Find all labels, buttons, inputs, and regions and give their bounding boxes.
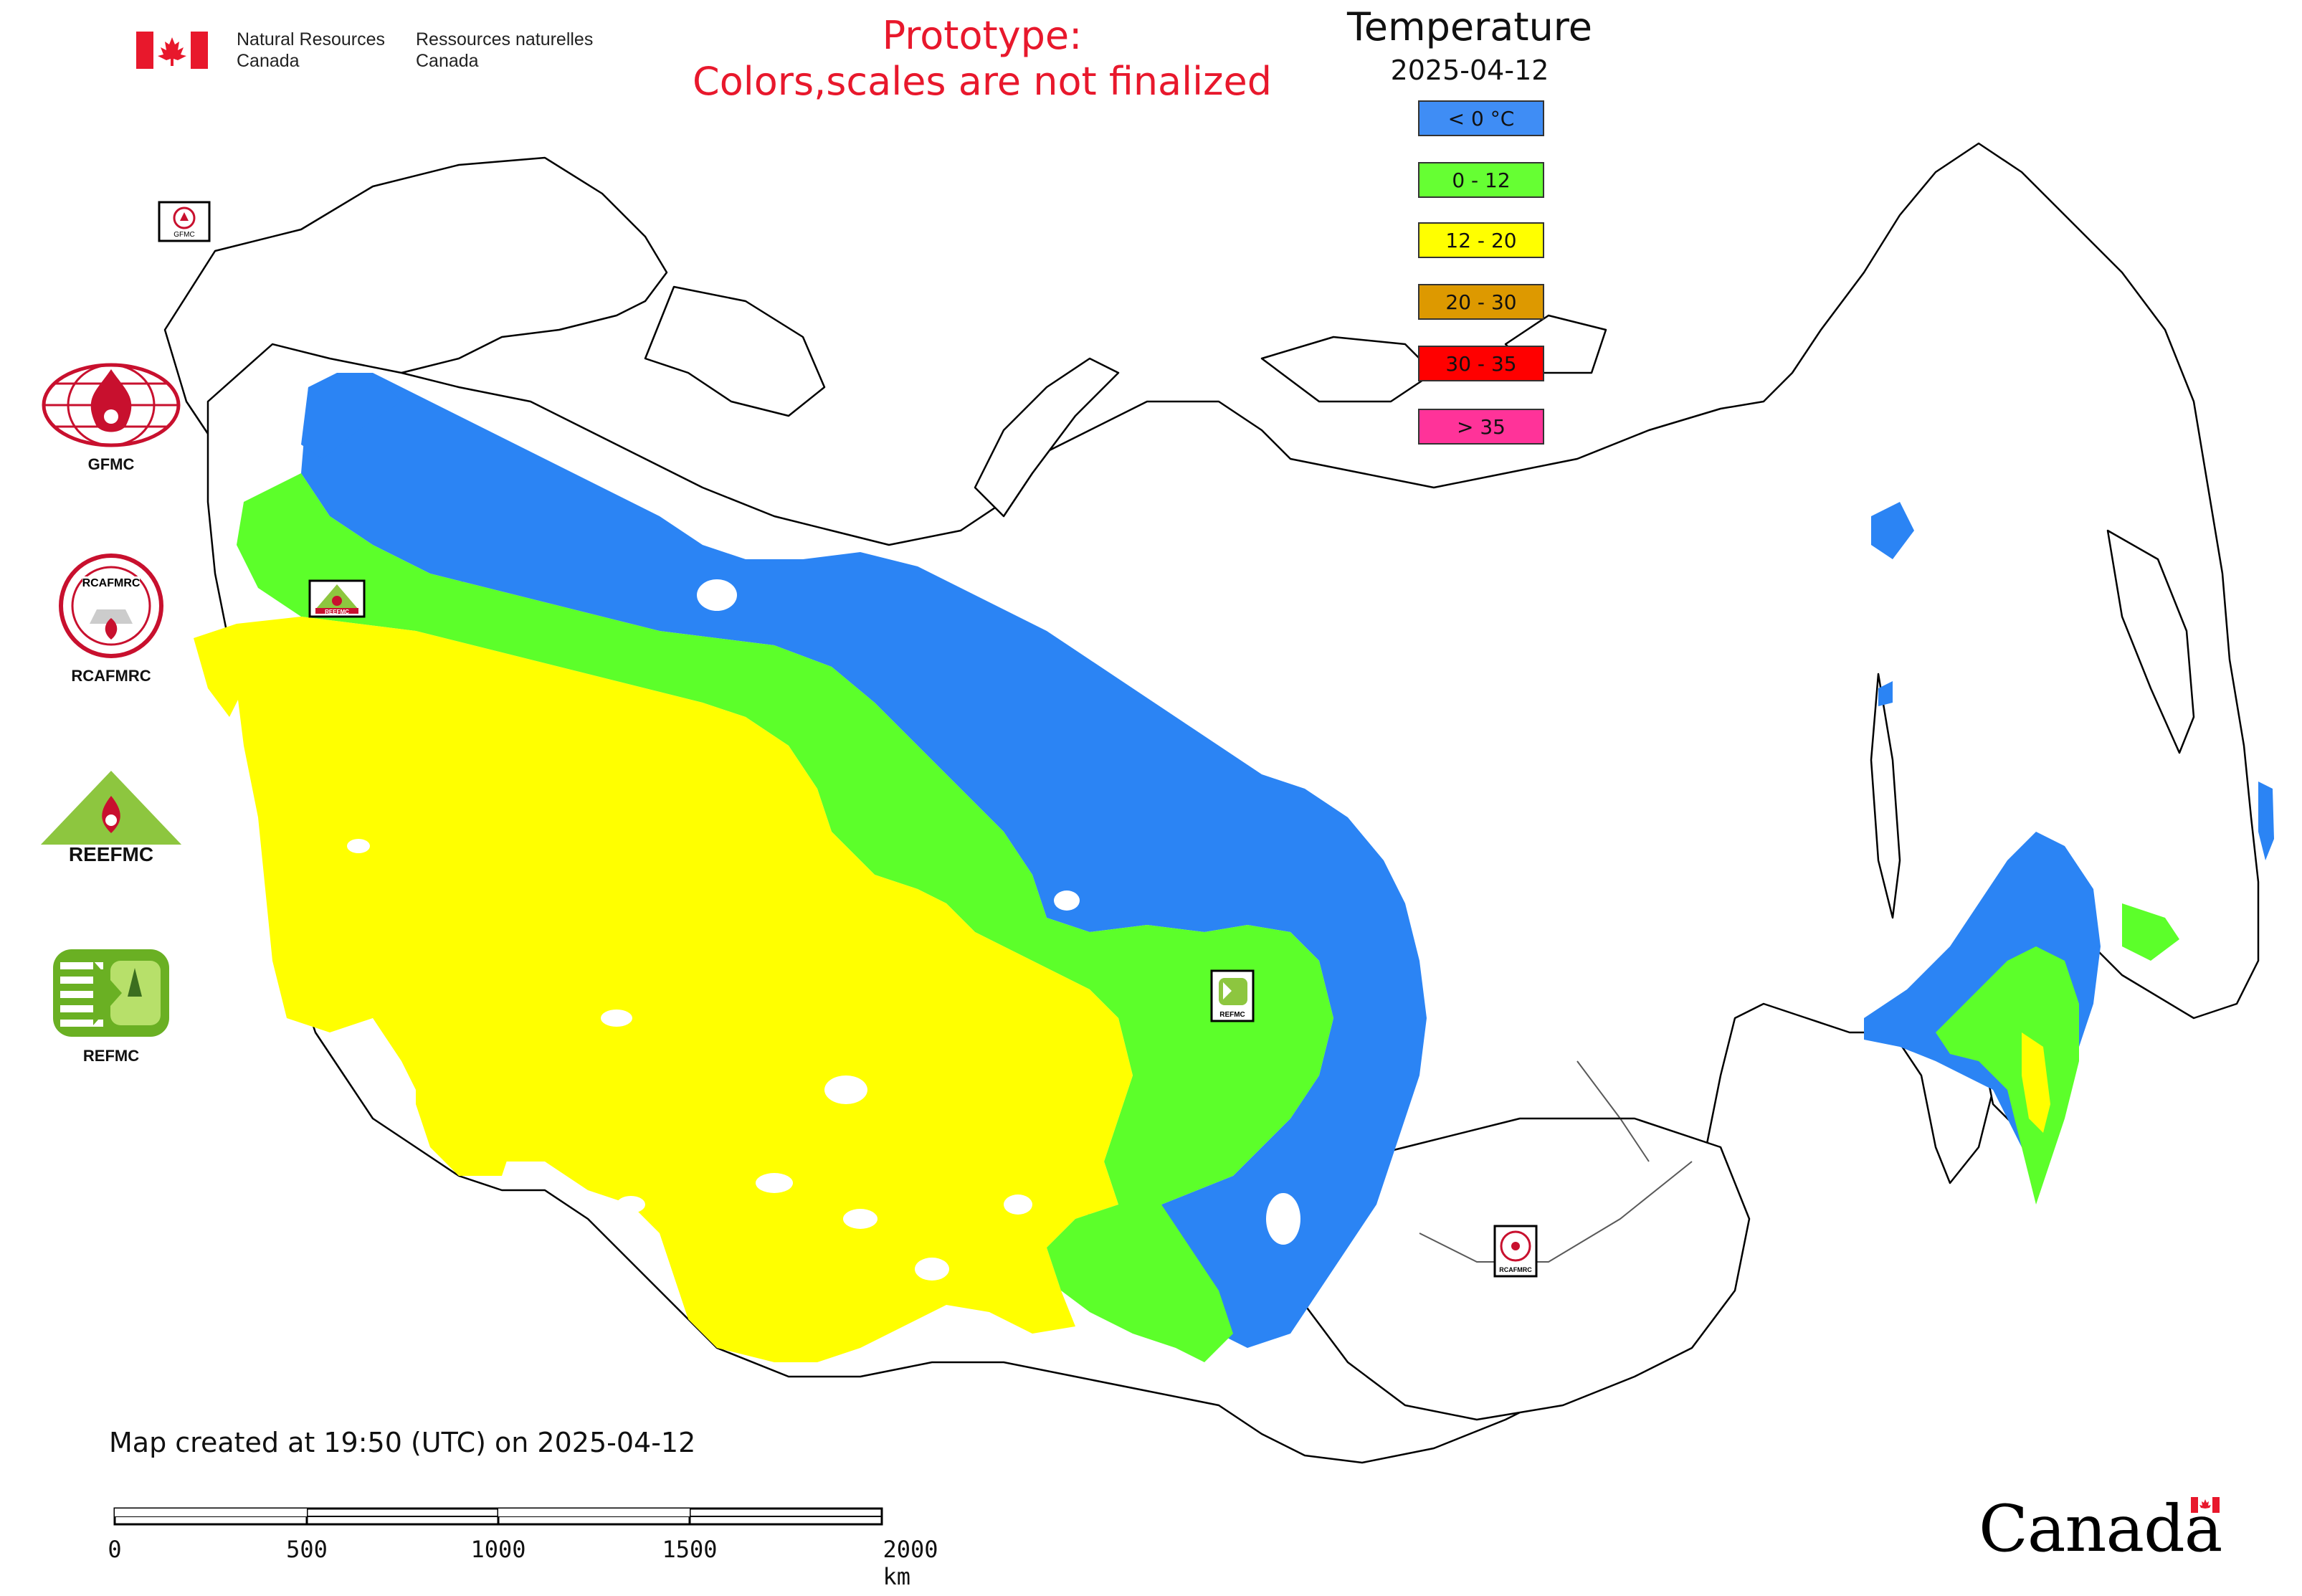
canada-wordmark[interactable]: Canada bbox=[1979, 1491, 2237, 1570]
refmc-caption: REFMC bbox=[82, 1047, 140, 1065]
water-bodies bbox=[347, 579, 1300, 1281]
prototype-line2: Colors,scales are not finalized bbox=[693, 59, 1272, 104]
zone-far-east-green bbox=[1936, 946, 2079, 1205]
map-marker-refmc[interactable]: REFMC bbox=[1210, 969, 1255, 1022]
zone-far-east-yellow bbox=[2022, 1032, 2050, 1133]
legend-swatch-above-35: > 35 bbox=[1418, 409, 1544, 445]
scale-label-500: 500 bbox=[286, 1536, 328, 1563]
sakhalin-outline bbox=[1870, 673, 1901, 919]
zone-baltic-yellow bbox=[194, 624, 244, 717]
legend-date: 2025-04-12 bbox=[1390, 54, 1549, 86]
temperature-zones bbox=[194, 373, 2274, 1362]
gfmc-caption: GFMC bbox=[87, 455, 135, 473]
reefmc-logo[interactable]: REEFMC bbox=[29, 767, 194, 870]
canada-wordmark-text: Canada bbox=[1979, 1491, 2222, 1567]
legend-swatch-20-30: 20 - 30 bbox=[1418, 284, 1544, 320]
map-marker-gfmc-label: GFMC bbox=[173, 231, 194, 239]
rcafmrc-logo[interactable]: RCAFMRC RCAFMRC bbox=[29, 552, 194, 685]
legend-label-above-35: > 35 bbox=[1457, 414, 1506, 439]
refmc-logo[interactable]: REFMC bbox=[29, 946, 194, 1065]
legend-label-12-20: 12 - 20 bbox=[1445, 228, 1517, 252]
gfmc-logo[interactable]: GFMC bbox=[29, 362, 194, 474]
scale-label-1500: 1500 bbox=[662, 1536, 718, 1563]
agency-fr-line1: Ressources naturelles bbox=[416, 29, 594, 49]
zone-sea-okhotsk-green bbox=[2122, 903, 2179, 961]
agency-en-line1: Natural Resources bbox=[237, 29, 386, 49]
kola-outline bbox=[644, 285, 826, 417]
map-marker-reefmc-label: REEFMC bbox=[325, 609, 349, 615]
legend-label-30-35: 30 - 35 bbox=[1445, 351, 1517, 376]
reefmc-triangle-icon: REEFMC bbox=[37, 771, 186, 865]
prototype-notice: Prototype: Colors,scales are not finaliz… bbox=[660, 13, 1305, 105]
zone-scandinavia-blue bbox=[301, 373, 401, 459]
reefmc-wordmark: REEFMC bbox=[69, 843, 153, 865]
rcafmrc-caption: RCAFMRC bbox=[71, 667, 151, 685]
rcafmrc-seal-text: RCAFMRC bbox=[82, 577, 141, 589]
scale-label-0: 0 bbox=[108, 1536, 122, 1563]
arctic-islands-outline bbox=[1260, 336, 1435, 403]
legend-title: Temperature bbox=[1346, 4, 1593, 49]
zone-okhotsk-blue-1 bbox=[1871, 502, 1914, 559]
legend-swatch-0-12: 0 - 12 bbox=[1418, 162, 1544, 198]
kamchatka-outline bbox=[2106, 529, 2195, 754]
zone-okhotsk-blue-2 bbox=[1878, 681, 1893, 706]
legend-label-0-12: 0 - 12 bbox=[1452, 168, 1511, 192]
scale-bar-graphic bbox=[113, 1507, 883, 1526]
map-created-timestamp: Map created at 19:50 (UTC) on 2025-04-12 bbox=[109, 1427, 696, 1458]
gfmc-globe-icon bbox=[42, 363, 181, 447]
map-marker-gfmc[interactable]: GFMC bbox=[158, 201, 211, 242]
prototype-line1: Prototype: bbox=[882, 13, 1083, 58]
map-marker-rcafmrc[interactable]: RCAFMRC bbox=[1493, 1225, 1538, 1278]
novaya-zemlya-outline bbox=[974, 357, 1120, 518]
legend-swatch-12-20: 12 - 20 bbox=[1418, 222, 1544, 258]
zone-below-zero bbox=[301, 373, 1427, 1348]
scale-label-1000: 1000 bbox=[470, 1536, 526, 1563]
map-marker-reefmc[interactable]: REEFMC bbox=[308, 579, 366, 618]
zone-black-sea-yellow bbox=[416, 1040, 516, 1176]
map-marker-rcafmrc-label: RCAFMRC bbox=[1499, 1266, 1532, 1273]
zone-0-12 bbox=[237, 473, 1333, 1205]
scale-label-2000: 2000 km bbox=[883, 1536, 938, 1590]
legend-swatch-below-0: < 0 °C bbox=[1418, 100, 1544, 136]
canada-flag-icon bbox=[136, 32, 208, 69]
nrcan-signature[interactable]: Natural Resources Canada Ressources natur… bbox=[136, 29, 609, 75]
legend-label-20-30: 20 - 30 bbox=[1445, 290, 1517, 314]
canada-wordmark-flag-icon bbox=[2191, 1497, 2220, 1513]
rcafmrc-seal-icon: RCAFMRC bbox=[59, 554, 163, 658]
zone-kamchatka bbox=[2258, 782, 2274, 860]
refmc-sigma-icon bbox=[53, 949, 169, 1037]
zone-12-20 bbox=[237, 617, 1133, 1362]
zone-green-south bbox=[1047, 1205, 1233, 1362]
map-marker-refmc-label: REFMC bbox=[1219, 1011, 1245, 1019]
legend-label-below-0: < 0 °C bbox=[1447, 106, 1515, 130]
scale-bar: 0 500 1000 1500 2000 km bbox=[108, 1501, 961, 1590]
agency-en-line2: Canada bbox=[237, 51, 300, 71]
agency-fr-line2: Canada bbox=[416, 51, 479, 71]
legend-swatch-30-35: 30 - 35 bbox=[1418, 346, 1544, 381]
